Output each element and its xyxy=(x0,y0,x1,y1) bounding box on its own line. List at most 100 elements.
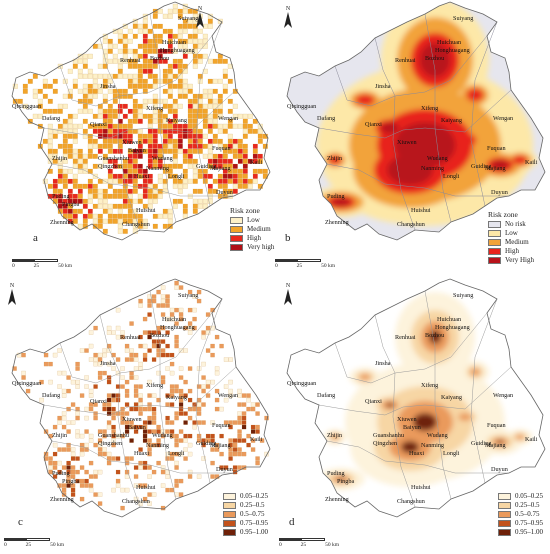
grid-cell xyxy=(112,53,118,59)
place-label: Qixingguan xyxy=(12,103,41,110)
grid-cell xyxy=(112,138,118,144)
grid-cell xyxy=(165,316,170,322)
grid-cell xyxy=(48,456,53,461)
grid-cell xyxy=(72,128,78,134)
grid-cell xyxy=(202,68,208,74)
grid-cell xyxy=(187,123,193,129)
grid-cell xyxy=(247,113,253,119)
grid-cell xyxy=(133,406,139,412)
grid-cell xyxy=(187,18,193,24)
grid-cell xyxy=(202,203,208,209)
grid-cell xyxy=(67,123,73,129)
grid-cell xyxy=(192,13,198,19)
grid-cell xyxy=(87,178,93,184)
grid-cell xyxy=(147,294,152,299)
grid-cell xyxy=(152,83,158,89)
grid-cell xyxy=(178,402,184,407)
grid-cell xyxy=(227,148,233,154)
grid-cell xyxy=(72,123,78,129)
grid-cell xyxy=(87,93,93,99)
grid-cell xyxy=(147,138,153,144)
grid-cell xyxy=(62,93,68,99)
grid-cell xyxy=(205,348,211,353)
place-label: Zhenning xyxy=(50,219,74,226)
grid-cell xyxy=(167,143,173,149)
grid-cell xyxy=(102,118,108,124)
grid-cell xyxy=(77,193,83,199)
grid-cell xyxy=(72,183,78,189)
grid-cell xyxy=(127,218,133,224)
place-label: Nanming xyxy=(146,165,169,172)
grid-cell xyxy=(142,183,148,189)
grid-cell xyxy=(75,456,80,461)
grid-cell xyxy=(77,168,83,174)
grid-cell xyxy=(70,456,76,461)
grid-cell xyxy=(177,58,183,64)
grid-cell xyxy=(87,213,93,219)
grid-cell xyxy=(137,183,143,189)
grid-cell xyxy=(84,483,89,488)
place-label: Qingzhen xyxy=(98,163,122,170)
grid-cell xyxy=(162,48,168,54)
legend-swatch xyxy=(223,511,236,518)
grid-cell xyxy=(205,433,211,439)
grid-cell xyxy=(182,53,188,59)
grid-cell xyxy=(70,402,76,407)
grid-cell xyxy=(142,53,148,59)
grid-cell xyxy=(111,415,116,421)
grid-cell xyxy=(137,128,143,134)
grid-cell xyxy=(102,158,108,164)
grid-cell xyxy=(52,442,58,448)
grid-cell xyxy=(97,213,103,219)
grid-cell xyxy=(87,198,93,204)
place-label: Majiang xyxy=(485,442,506,449)
grid-cell xyxy=(210,420,215,425)
panel-label-b: b xyxy=(285,232,291,244)
grid-cell xyxy=(87,208,93,214)
scale-bar: 0 25 50 km xyxy=(4,538,64,548)
grid-cell xyxy=(117,63,123,69)
grid-cell xyxy=(232,438,238,443)
grid-cell xyxy=(112,113,118,119)
grid-cell xyxy=(77,53,83,59)
grid-cell xyxy=(142,330,148,335)
grid-cell xyxy=(70,474,76,479)
grid-cell xyxy=(106,361,112,367)
place-labels: RenhuaiSuiyangHuichuanHonghuagangBozhouJ… xyxy=(12,15,263,228)
grid-cell xyxy=(82,128,88,134)
grid-cell xyxy=(147,98,153,104)
grid-cell xyxy=(167,208,173,214)
grid-cell xyxy=(107,143,113,149)
grid-cell xyxy=(79,433,85,439)
grid-cell xyxy=(87,73,93,79)
grid-cell xyxy=(178,397,184,403)
place-label: Huaxi xyxy=(134,173,149,180)
grid-cell xyxy=(132,208,138,214)
grid-cell xyxy=(142,465,148,470)
grid-cell xyxy=(107,88,113,94)
grid-cells xyxy=(12,3,268,234)
grid-cell xyxy=(52,108,58,114)
grid-cell xyxy=(107,173,113,179)
grid-cell xyxy=(132,108,138,114)
grid-cell xyxy=(129,424,134,430)
grid-cell xyxy=(205,325,211,331)
grid-cell xyxy=(147,203,153,209)
grid-cell xyxy=(97,108,103,114)
grid-cell xyxy=(107,218,113,224)
grid-cell xyxy=(62,173,68,179)
grid-cell xyxy=(237,143,243,149)
grid-cell xyxy=(167,68,173,74)
place-label: Honghuagang xyxy=(160,47,195,54)
grid-cell xyxy=(262,168,268,174)
grid-cell xyxy=(67,153,73,159)
grid-cell xyxy=(127,158,133,164)
grid-cell xyxy=(52,188,58,194)
grid-cell xyxy=(112,188,118,194)
grid-cell xyxy=(264,451,269,457)
grid-cell xyxy=(102,38,108,44)
place-label: Xifeng xyxy=(146,382,163,389)
grid-cell xyxy=(160,352,166,358)
grid-cell xyxy=(57,370,62,376)
grid-cell xyxy=(21,375,26,380)
